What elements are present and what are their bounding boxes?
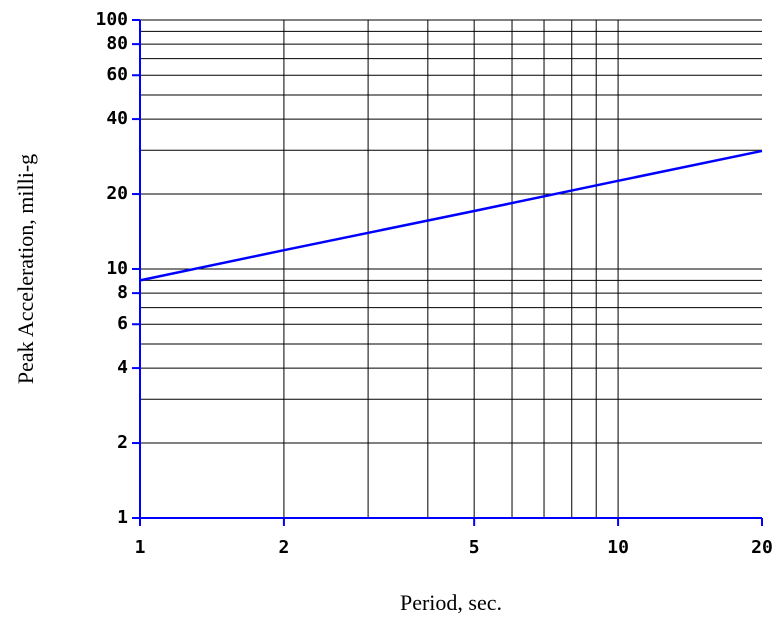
x-axis-label: Period, sec. (400, 590, 502, 615)
x-tick-label: 10 (607, 537, 629, 558)
y-tick-label: 8 (117, 282, 128, 303)
y-tick-label: 10 (106, 258, 128, 279)
y-tick-label: 4 (117, 357, 128, 378)
y-axis-label: Peak Acceleration, milli-g (13, 154, 38, 384)
x-tick-label: 5 (469, 537, 480, 558)
y-tick-label: 60 (106, 64, 128, 85)
y-tick-label: 1 (117, 507, 128, 528)
y-tick-label: 20 (106, 183, 128, 204)
y-tick-label: 2 (117, 432, 128, 453)
y-tick-label: 40 (106, 108, 128, 129)
x-tick-label: 2 (278, 537, 289, 558)
y-tick-label: 6 (117, 313, 128, 334)
x-tick-label: 1 (135, 537, 146, 558)
data-line (139, 149, 763, 282)
y-tick-label: 100 (95, 9, 128, 30)
x-tick-label: 20 (751, 537, 773, 558)
y-tick-label: 80 (106, 33, 128, 54)
